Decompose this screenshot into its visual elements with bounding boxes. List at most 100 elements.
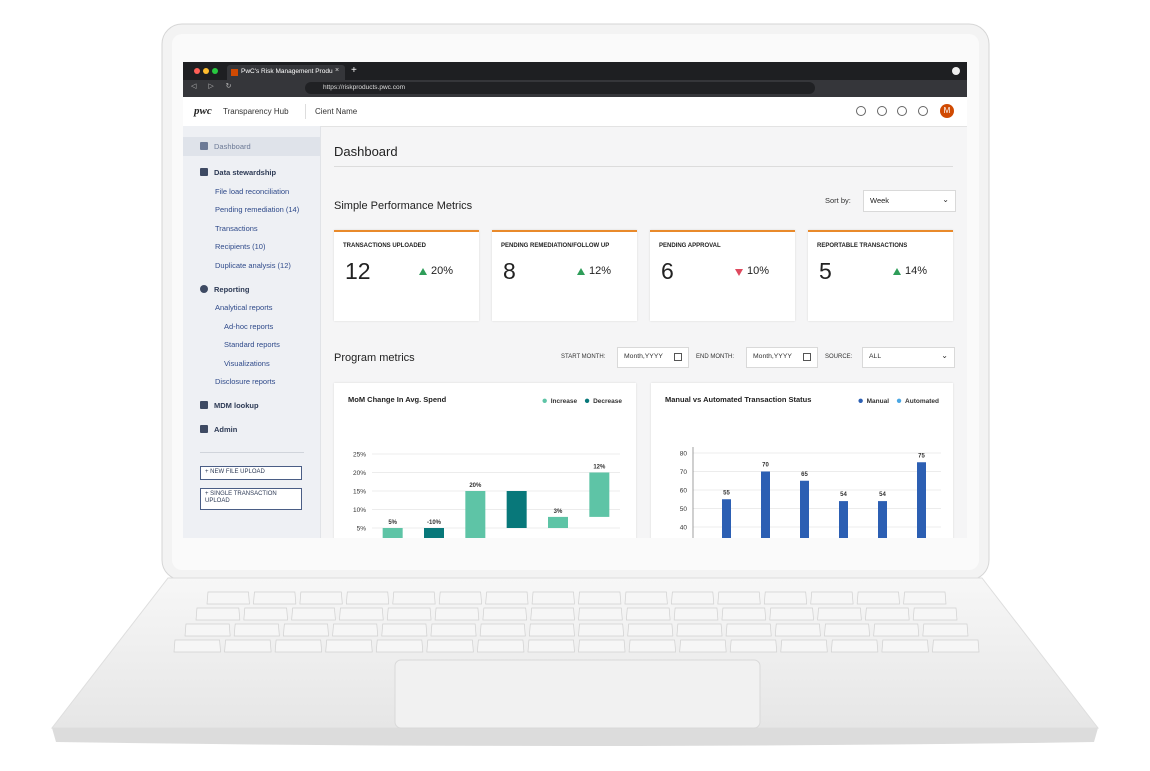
key: [430, 623, 477, 637]
nav-item[interactable]: Data stewardship: [214, 168, 277, 177]
key: [578, 591, 622, 605]
header-icon[interactable]: [856, 106, 866, 116]
key: [243, 607, 289, 621]
key: [717, 591, 761, 605]
header-icon[interactable]: [918, 106, 928, 116]
key: [434, 607, 480, 621]
metric-change: 14%: [905, 265, 928, 277]
key: [530, 607, 575, 621]
filter-field[interactable]: ALL ⌄: [862, 347, 955, 368]
key: [375, 639, 424, 653]
page-title: Dashboard: [334, 144, 398, 159]
key: [627, 623, 674, 637]
tab-title: PwC's Risk Management Produ: [241, 68, 333, 75]
key: [386, 607, 432, 621]
key: [206, 591, 250, 605]
sort-label: Sort by:: [825, 196, 851, 205]
upload-button[interactable]: + NEW FILE UPLOAD: [200, 466, 302, 480]
metric-value: 5: [819, 258, 832, 284]
nav-active: [183, 137, 320, 156]
trend-arrow: [419, 268, 427, 275]
trend-arrow: [577, 268, 585, 275]
metric-value: 6: [661, 258, 674, 284]
legend-swatch: [542, 398, 547, 403]
key: [903, 591, 947, 605]
key: [578, 623, 625, 637]
key: [932, 639, 980, 653]
metric-label: TRANSACTIONS UPLOADED: [343, 243, 427, 249]
header-icon[interactable]: [897, 106, 907, 116]
nav-item[interactable]: MDM lookup: [214, 401, 259, 410]
key: [173, 639, 221, 653]
key: [195, 607, 241, 621]
key: [426, 639, 474, 653]
key: [729, 639, 778, 653]
data-label: 12%: [593, 465, 606, 471]
filter-value: Month,YYYY: [624, 353, 663, 360]
key: [345, 591, 390, 605]
key: [291, 607, 336, 621]
chart-card: MoM Change In Avg. Spend Decrease Increase…: [334, 383, 636, 538]
bar: [761, 471, 770, 538]
browser-menu: [952, 67, 960, 75]
new-tab[interactable]: +: [351, 65, 357, 76]
data-label: 54: [840, 492, 847, 498]
bar: [382, 528, 403, 538]
key: [528, 623, 575, 637]
key: [881, 639, 929, 653]
chevron: ⌄: [942, 195, 949, 204]
metric-card: REPORTABLE TRANSACTIONS 5 14%: [808, 230, 953, 321]
y-tick-label: 5%: [357, 526, 367, 533]
filter-field[interactable]: Month,YYYY: [746, 347, 818, 368]
header-icon[interactable]: [877, 106, 887, 116]
nav-subitem[interactable]: Ad-hoc reports: [224, 321, 274, 331]
nav-item[interactable]: Reporting: [214, 284, 250, 294]
client-name: Cient Name: [315, 107, 358, 116]
bar: [548, 516, 568, 528]
chart-title: Manual vs Automated Transaction Status: [665, 395, 811, 404]
bar: [800, 480, 809, 538]
nav-subitem[interactable]: Pending remediation (14): [215, 205, 300, 214]
key: [485, 591, 529, 605]
key: [673, 607, 719, 621]
nav-item[interactable]: Dashboard: [214, 142, 251, 151]
sort-select[interactable]: Week ⌄: [863, 190, 956, 212]
section-title: Simple Performance Metrics: [334, 200, 473, 212]
tab-close: ×: [335, 67, 340, 74]
key: [769, 607, 814, 621]
window-dot: [212, 68, 218, 74]
nav-item[interactable]: Admin: [214, 425, 238, 434]
bar: [839, 501, 848, 538]
button-label: + SINGLE TRANSACTION UPLOAD: [205, 491, 277, 504]
key: [253, 591, 297, 605]
data-label: 5%: [388, 520, 397, 526]
upload-button[interactable]: + SINGLE TRANSACTION UPLOAD: [200, 488, 302, 510]
nav-subitem[interactable]: Disclosure reports: [215, 377, 276, 386]
url-field: [305, 82, 815, 94]
y-tick-label: 80: [680, 451, 688, 458]
nav-subitem[interactable]: Recipients (10): [215, 242, 266, 251]
key: [922, 623, 969, 637]
nav-subitem[interactable]: Duplicate analysis (12): [215, 260, 291, 270]
bar: [589, 472, 610, 517]
trackpad: [394, 659, 761, 729]
filter-field[interactable]: Month,YYYY: [617, 347, 689, 368]
tab-bar: [183, 62, 967, 80]
nav-subitem[interactable]: Analytical reports: [215, 303, 273, 312]
nav-subitem[interactable]: Standard reports: [224, 340, 280, 349]
nav-buttons: ◁ ▷ ↻: [191, 83, 237, 90]
nav-subitem[interactable]: Transactions: [215, 223, 258, 233]
key: [625, 607, 671, 621]
chart: MoM Change In Avg. Spend Decrease Increase…: [348, 395, 622, 538]
avatar[interactable]: M: [940, 104, 954, 118]
chart-title: MoM Change In Avg. Spend: [348, 395, 447, 404]
tab[interactable]: PwC's Risk Management Produ ×: [227, 65, 345, 80]
nav-subitem[interactable]: Visualizations: [224, 358, 270, 368]
nav-subitem[interactable]: File load reconciliation: [215, 186, 290, 196]
data-label: 55: [723, 490, 730, 496]
key: [482, 607, 528, 621]
key: [721, 607, 767, 621]
data-label: -10%: [427, 520, 442, 526]
bar: [424, 528, 444, 538]
